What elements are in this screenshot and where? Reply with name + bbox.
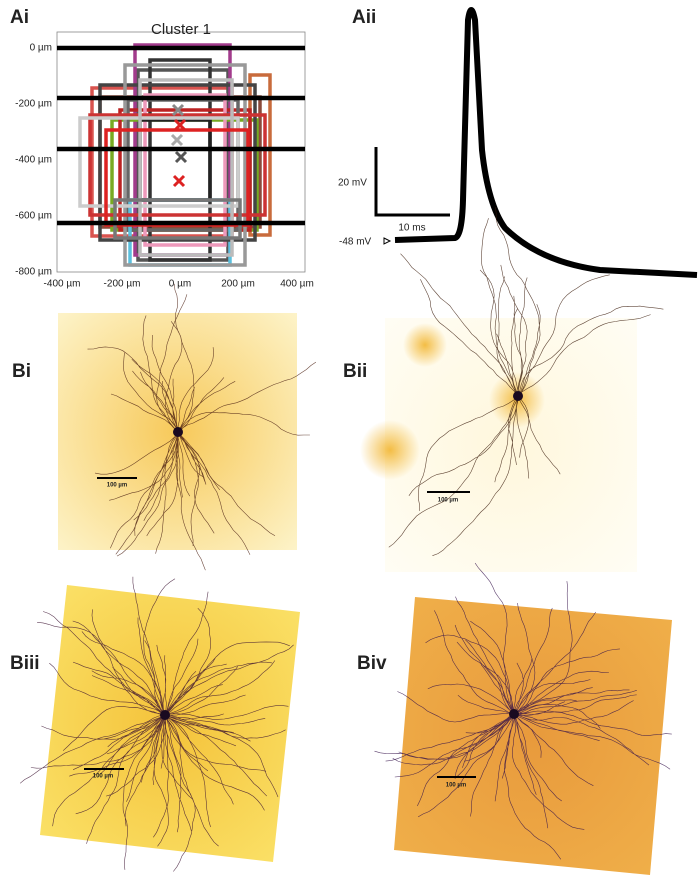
soma (173, 427, 183, 437)
y-tick-label: -600 µm (15, 211, 52, 222)
soma-marker (174, 150, 188, 164)
y-tick-label: 0 µm (30, 43, 52, 54)
neuron-image (58, 283, 317, 571)
panel-label: Ai (10, 7, 29, 28)
y-tick-label: -400 µm (15, 155, 52, 166)
neuron-image (374, 562, 672, 875)
cell-box (123, 63, 247, 267)
x-tick-label: -200 µm (104, 279, 141, 290)
dendrites (87, 283, 317, 571)
soma-marker (170, 133, 184, 147)
panel-label: Biv (357, 653, 387, 674)
y-tick-label: -200 µm (15, 99, 52, 110)
cell-box (98, 83, 257, 242)
x-tick-label: 400 µm (280, 279, 314, 290)
dendrites (19, 576, 294, 872)
x-tick-label: -400 µm (44, 279, 81, 290)
soma-marker (172, 174, 186, 188)
panel-label: Biii (10, 653, 40, 674)
soma (509, 709, 519, 719)
soma (160, 710, 170, 720)
blob (403, 323, 447, 367)
blob (360, 420, 420, 480)
scale-label: 100 µm (93, 774, 113, 780)
cell-box (88, 113, 267, 217)
soma-marker (171, 103, 185, 117)
action-potential: 20 mV 10 ms -48 mV (338, 7, 698, 278)
x-tick-label: 0 µm (169, 279, 191, 290)
x-tick-label: 200 µm (221, 279, 255, 290)
neuron-image (19, 576, 300, 872)
baseline-marker (383, 237, 392, 245)
scale-label: 10 ms (398, 223, 425, 234)
panel-label: Bii (343, 361, 367, 382)
baseline-label: -48 mV (339, 237, 372, 248)
voltage-trace (394, 7, 698, 278)
panel-label: Aii (352, 7, 376, 28)
neuron-image (360, 207, 664, 572)
cell-box (113, 198, 242, 240)
soma (513, 391, 523, 401)
panel-label: Bi (12, 361, 31, 382)
scale-label: 100 µm (446, 783, 466, 789)
image-bg (394, 597, 672, 875)
cell-box (143, 93, 227, 247)
dendrites (388, 207, 664, 556)
scale-label: 100 µm (107, 483, 127, 489)
cell-box (78, 116, 240, 208)
scale-bars: 100 µm 100 µm 100 µm 100 µm (84, 477, 476, 789)
scale-label: 100 µm (438, 498, 458, 504)
scale-label: 20 mV (338, 178, 367, 189)
plot-title: Cluster 1 (151, 21, 211, 38)
y-tick-label: -800 µm (15, 267, 52, 278)
cluster-plot: Cluster 1 0 µm -200 µm -400 µm -600 µm -800 … (15, 21, 314, 290)
scale-bar (374, 147, 450, 217)
dendrites (374, 562, 672, 860)
cell-box (138, 78, 234, 257)
soma-marker (173, 118, 187, 132)
